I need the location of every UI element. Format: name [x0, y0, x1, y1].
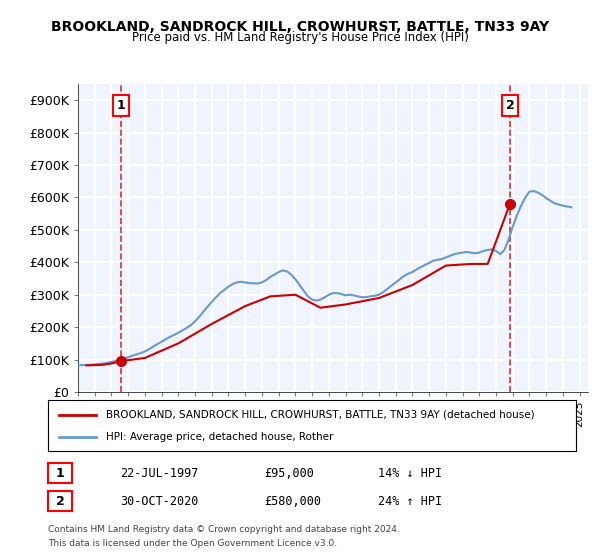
- Text: Contains HM Land Registry data © Crown copyright and database right 2024.: Contains HM Land Registry data © Crown c…: [48, 525, 400, 534]
- Text: HPI: Average price, detached house, Rother: HPI: Average price, detached house, Roth…: [106, 432, 334, 442]
- Text: BROOKLAND, SANDROCK HILL, CROWHURST, BATTLE, TN33 9AY: BROOKLAND, SANDROCK HILL, CROWHURST, BAT…: [51, 20, 549, 34]
- Text: 24% ↑ HPI: 24% ↑ HPI: [378, 494, 442, 508]
- Text: 2: 2: [56, 494, 64, 508]
- Text: 30-OCT-2020: 30-OCT-2020: [120, 494, 199, 508]
- Text: 1: 1: [116, 99, 125, 112]
- Text: 14% ↓ HPI: 14% ↓ HPI: [378, 466, 442, 480]
- Text: 2: 2: [506, 99, 514, 112]
- Text: Price paid vs. HM Land Registry's House Price Index (HPI): Price paid vs. HM Land Registry's House …: [131, 31, 469, 44]
- Text: This data is licensed under the Open Government Licence v3.0.: This data is licensed under the Open Gov…: [48, 539, 337, 548]
- Text: 1: 1: [56, 466, 64, 480]
- Text: 22-JUL-1997: 22-JUL-1997: [120, 466, 199, 480]
- Text: £580,000: £580,000: [264, 494, 321, 508]
- Text: BROOKLAND, SANDROCK HILL, CROWHURST, BATTLE, TN33 9AY (detached house): BROOKLAND, SANDROCK HILL, CROWHURST, BAT…: [106, 409, 535, 419]
- Text: £95,000: £95,000: [264, 466, 314, 480]
